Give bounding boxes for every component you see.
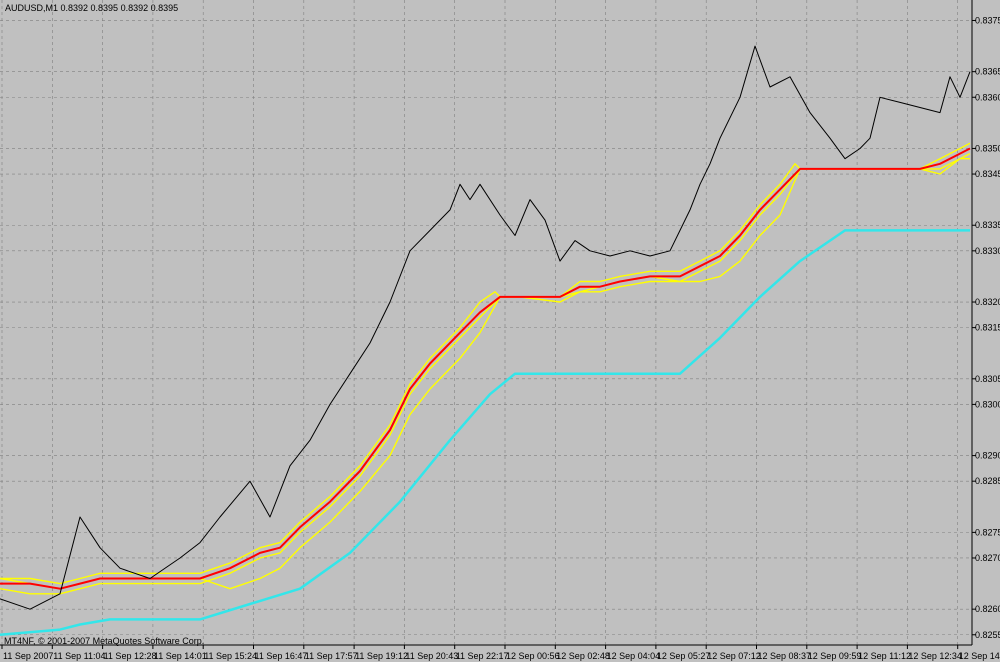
x-tick-label: 11 Sep 20:43: [405, 651, 458, 661]
x-tick-label: 12 Sep 05:27: [657, 651, 711, 661]
x-tick-label: 12 Sep 12:34: [908, 651, 962, 661]
moving-average-red-line: [0, 147, 971, 590]
chart-header: AUDUSD,M1 0.8392 0.8395 0.8392 0.8395: [5, 3, 179, 13]
x-tick-label: 11 Sep 14:01: [154, 651, 207, 661]
y-tick-label: 0.8365: [975, 67, 1000, 77]
x-tick-label: 11 Sep 17:57: [305, 651, 358, 661]
x-tick-label: 11 Sep 16:47: [255, 651, 308, 661]
x-tick-label: 12 Sep 07:12: [707, 651, 761, 661]
y-tick-label: 0.8315: [975, 323, 1000, 333]
x-tick-label: 11 Sep 2007: [3, 651, 53, 661]
x-tick-label: 12 Sep 08:37: [758, 651, 812, 661]
x-tick-label: 12 Sep 02:48: [556, 651, 610, 661]
y-tick-label: 0.8335: [975, 220, 1000, 230]
x-tick-label: 12 Sep 04:04: [607, 651, 661, 661]
x-tick-label: 11 Sep 22:17: [456, 651, 509, 661]
y-tick-label: 0.8260: [975, 604, 1000, 614]
trailing-cyan-line: [0, 229, 970, 637]
y-tick-label: 0.8275: [975, 527, 1000, 537]
y-tick-label: 0.8285: [975, 476, 1000, 486]
series-layer: [0, 45, 971, 637]
x-tick-label: 11 Sep 15:24: [204, 651, 257, 661]
y-tick-label: 0.8255: [975, 630, 1000, 640]
y-tick-label: 0.8305: [975, 374, 1000, 384]
x-tick-label: 12 Sep 00:56: [506, 651, 560, 661]
y-tick-label: 0.8300: [975, 399, 1000, 409]
y-tick-label: 0.8345: [975, 169, 1000, 179]
x-tick-label: 12 Sep 09:59: [808, 651, 862, 661]
grid-lines: [0, 0, 972, 645]
y-tick-label: 0.8270: [975, 553, 1000, 563]
y-tick-label: 0.8330: [975, 246, 1000, 256]
y-tick-label: 0.8360: [975, 92, 1000, 102]
y-tick-label: 0.8350: [975, 143, 1000, 153]
price-series-line: [0, 45, 971, 610]
y-tick-label: 0.8290: [975, 451, 1000, 461]
copyright-footer: MT4NF, © 2001-2007 MetaQuotes Software C…: [4, 636, 205, 646]
x-tick-label: 12 Sep 14:04: [959, 651, 1000, 661]
x-tick-label: 11 Sep 19:12: [355, 651, 408, 661]
y-tick-label: 0.8320: [975, 297, 1000, 307]
x-tick-label: 11 Sep 12:28: [104, 651, 157, 661]
x-tick-label: 12 Sep 11:12: [858, 651, 911, 661]
x-tick-label: 11 Sep 11:04: [53, 651, 105, 661]
y-tick-label: 0.8375: [975, 15, 1000, 25]
y-axis-ticks: 0.8375 0.8365 0.8360 0.8350 0.8345 0.8335 0.83…: [972, 15, 1000, 640]
